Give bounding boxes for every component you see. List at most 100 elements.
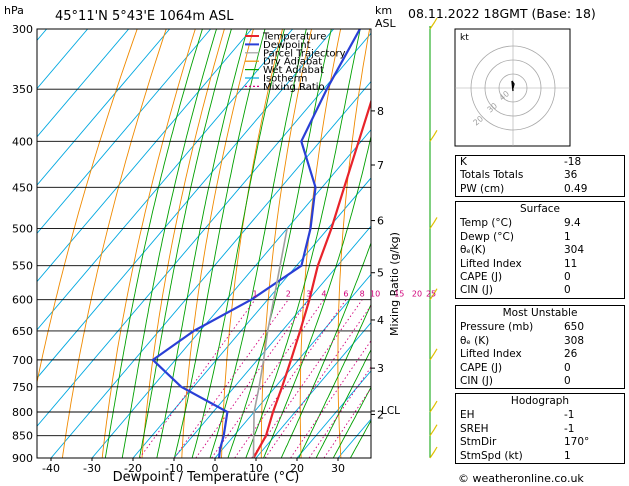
isotherm-line (37, 29, 334, 379)
mixing-ratio-line (234, 299, 347, 458)
surface-table: Surface Temp (°C) 9.4 Dewp (°C) 1 θₑ(K) 304… (455, 201, 625, 299)
height-tick-label: 3 (377, 362, 384, 375)
legend-label: Temperature (262, 32, 326, 43)
axes: 300350400450500550600650700750800850900-… (12, 23, 400, 475)
surface-row: Temp (°C) 9.4 (460, 217, 581, 230)
isotherm-line (37, 29, 293, 331)
isotherm-line (50, 80, 371, 458)
parcel-trajectory-line (252, 228, 288, 458)
plot-frame (36, 28, 372, 459)
isotherm-line (37, 29, 170, 186)
hodo-row: StmDir 170° (460, 436, 590, 449)
mixing-ratio-label: 10 (370, 290, 380, 299)
most-unstable-table: Most Unstable Pressure (mb) 650 θₑ (K) 308… (455, 305, 625, 390)
legend-label: Mixing Ratio (263, 82, 325, 93)
hodograph-table: Hodograph EH -1 SREH -1 StmDir 170° StmSpd … (455, 393, 625, 465)
isotherm-line (37, 29, 252, 283)
legend-label: Dewpoint (263, 40, 311, 51)
dry-adiabat-line (61, 29, 167, 458)
pressure-tick-label: 300 (12, 23, 33, 36)
forecast-datetime: 08.11.2022 18GMT (Base: 18) (408, 6, 596, 21)
pressure-tick-label: 400 (12, 135, 33, 148)
mixing-ratio-label: 3 (306, 290, 311, 299)
mixing-ratio-label: 6 (343, 290, 348, 299)
mu-row: θₑ (K) 308 (460, 334, 585, 347)
x-tick-label: 30 (331, 462, 345, 475)
pressure-tick-label: 750 (12, 381, 33, 394)
x-tick-label: 20 (290, 462, 304, 475)
mixing-ratio-label: 4 (321, 290, 326, 299)
pressure-tick-label: 350 (12, 83, 33, 96)
isotherm-line (37, 29, 129, 138)
mu-row: CAPE (J) 0 (460, 361, 571, 374)
legend-label: Isotherm (263, 74, 307, 85)
mixing-ratio-label: 20 (412, 290, 422, 299)
pressure-tick-label: 500 (12, 222, 33, 235)
mixing-ratio-label: 15 (394, 290, 404, 299)
height-tick-label: 4 (377, 314, 384, 327)
pressure-tick-label: 700 (12, 354, 33, 367)
mixing-ratio-line (139, 299, 256, 458)
plot-lines (37, 29, 428, 458)
wind-barb (429, 446, 438, 459)
wind-barb (429, 17, 438, 30)
mixing-ratio-axis-label: Mixing Ratio (g/kg) (388, 232, 401, 336)
wind-barb (429, 424, 438, 437)
dewpoint-line (151, 29, 361, 458)
pressure-tick-label: 900 (12, 452, 33, 465)
pressure-tick-label: 600 (12, 294, 33, 307)
isotherm-line (37, 29, 211, 234)
km-label: km (375, 4, 392, 17)
height-tick-label: 6 (377, 215, 384, 228)
wind-barb (429, 217, 438, 229)
x-tick-label: -40 (42, 462, 60, 475)
hodo-row: StmSpd (kt) 1 (460, 449, 571, 462)
wind-barb-column (429, 17, 438, 459)
dry-adiabat-line (37, 29, 138, 385)
location-label: 45°11'N 5°43'E 1064m ASL (55, 9, 234, 24)
wind-barb (429, 288, 438, 301)
surface-row: Lifted Index 11 (460, 257, 578, 270)
mixing-ratio-label: 8 (360, 290, 365, 299)
pressure-tick-label: 650 (12, 325, 33, 338)
hodograph-unit-label: kt (460, 33, 469, 43)
x-tick-label: 0 (212, 462, 219, 475)
mixing-ratio-label: 2 (286, 290, 291, 299)
mu-row: Pressure (mb) 650 (460, 321, 585, 334)
x-axis-label: Dewpoint / Temperature (°C) (113, 470, 300, 485)
surface-title: Surface (519, 203, 560, 215)
mixing-ratio-label: 25 (426, 290, 436, 299)
most-unstable-title: Most Unstable (502, 307, 578, 319)
height-tick-label: 5 (377, 267, 384, 280)
legend-label: Parcel Trajectory (263, 48, 346, 59)
surface-row: θₑ(K) 304 (460, 244, 585, 257)
temperature-line (252, 98, 371, 458)
pressure-tick-label: 800 (12, 406, 33, 419)
x-tick-label: -10 (165, 462, 183, 475)
x-tick-label: -30 (83, 462, 101, 475)
wind-barb (429, 348, 438, 361)
mixing-ratio-line (173, 299, 289, 458)
index-row-tt: Totals Totals 36 (460, 169, 578, 182)
hodo-row: EH -1 (460, 409, 575, 422)
wind-barb (429, 130, 438, 142)
height-tick-label: 7 (377, 159, 384, 172)
mu-row: CIN (J) 0 (460, 375, 571, 388)
surface-row: CIN (J) 0 (460, 284, 571, 297)
height-tick-label: 2 (377, 408, 384, 421)
wet-adiabat-line (121, 29, 217, 458)
surface-row: Dewp (°C) 1 (460, 230, 571, 243)
index-row-pw: PW (cm) 0.49 (460, 182, 588, 195)
dry-adiabat-line (410, 29, 428, 458)
pressure-tick-label: 450 (12, 181, 33, 194)
asl-label: ASL (375, 17, 397, 30)
mixing-ratio-label: 1 (253, 290, 258, 299)
x-tick-label: -20 (124, 462, 142, 475)
index-row-k: K -18 (460, 156, 582, 168)
height-tick-label: 8 (377, 105, 384, 118)
legend-label: Wet Adiabat (263, 65, 324, 76)
mu-row: Lifted Index 26 (460, 348, 578, 361)
pressure-tick-label: 850 (12, 430, 33, 443)
